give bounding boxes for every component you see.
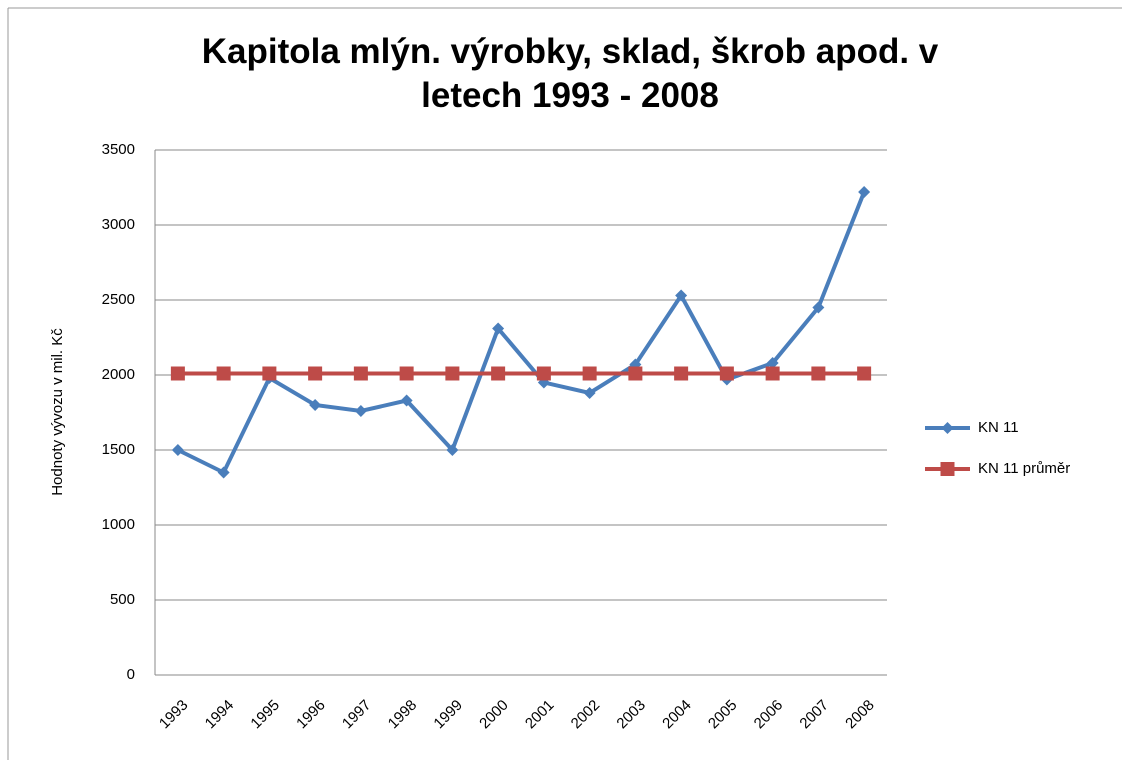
- marker: [766, 357, 779, 369]
- marker: [354, 405, 367, 417]
- marker: [675, 289, 688, 302]
- x-tick-label: 2000: [476, 697, 512, 733]
- x-tick-label: 1998: [385, 697, 421, 733]
- marker: [309, 399, 322, 411]
- marker: [582, 366, 597, 381]
- marker: [492, 322, 505, 335]
- marker: [446, 444, 459, 456]
- marker: [171, 444, 184, 456]
- x-tick-label: 1995: [247, 697, 283, 733]
- marker: [216, 366, 231, 381]
- marker: [308, 366, 323, 381]
- marker: [536, 366, 551, 381]
- marker: [858, 186, 871, 198]
- marker: [399, 366, 414, 381]
- y-tick-label: 1500: [102, 441, 135, 458]
- legend-label: KN 11: [978, 419, 1019, 436]
- y-tick-label: 3500: [102, 141, 135, 158]
- x-tick-label: 2006: [751, 697, 787, 733]
- x-tick-label: 2002: [568, 697, 604, 733]
- marker: [445, 366, 460, 381]
- y-tick-label: 1000: [102, 516, 135, 533]
- marker: [400, 394, 413, 407]
- marker: [812, 301, 825, 314]
- x-tick-label: 1993: [156, 697, 192, 733]
- y-tick-label: 2000: [102, 366, 135, 383]
- x-tick-label: 1999: [430, 697, 466, 733]
- x-tick-label: 2001: [522, 697, 558, 733]
- x-tick-label: 1994: [202, 697, 238, 733]
- marker: [941, 422, 954, 434]
- x-tick-label: 2004: [659, 697, 695, 733]
- x-tick-label: 1997: [339, 697, 375, 733]
- series-line: [176, 191, 866, 476]
- marker: [583, 387, 596, 399]
- marker: [353, 366, 368, 381]
- y-axis-label: Hodnoty vývozu v mil. Kč: [49, 328, 66, 496]
- x-tick-label: 2003: [613, 697, 649, 733]
- marker: [491, 366, 506, 381]
- x-tick-label: 2007: [796, 697, 832, 733]
- chart-title: Kapitola mlýn. výrobky, sklad, škrob apo…: [201, 32, 939, 115]
- marker: [262, 366, 277, 381]
- y-tick-label: 2500: [102, 291, 135, 308]
- y-tick-label: 0: [127, 666, 135, 683]
- marker: [170, 366, 185, 381]
- marker: [940, 462, 955, 476]
- marker: [765, 366, 780, 381]
- marker: [719, 366, 734, 381]
- marker: [217, 466, 230, 479]
- marker: [857, 366, 872, 381]
- x-tick-label: 1996: [293, 697, 329, 733]
- marker: [811, 366, 826, 381]
- y-tick-label: 3000: [102, 216, 135, 233]
- x-tick-label: 2008: [842, 697, 878, 733]
- x-tick-label: 2005: [705, 697, 741, 733]
- legend-label: KN 11 průměr: [978, 460, 1070, 477]
- y-tick-label: 500: [110, 591, 135, 608]
- marker: [674, 366, 689, 381]
- marker: [628, 366, 643, 381]
